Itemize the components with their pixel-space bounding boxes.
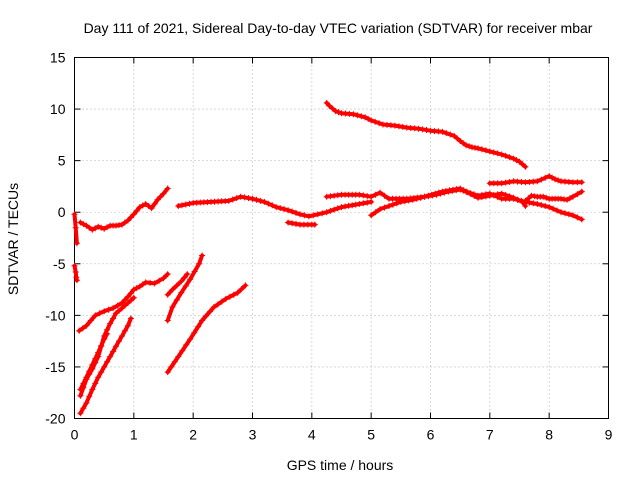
series-markers — [164, 252, 206, 324]
series-markers — [368, 186, 470, 219]
chart-title: Day 111 of 2021, Sidereal Day-to-day VTE… — [84, 20, 593, 36]
y-tick-label: 0 — [58, 204, 66, 220]
series-arc-10 — [164, 282, 249, 376]
series-arc-14 — [323, 99, 529, 170]
series-arc-17 — [486, 173, 585, 187]
data-series — [71, 99, 585, 417]
y-tick-label: 5 — [58, 153, 66, 169]
series-arc-07 — [77, 294, 137, 399]
series-arc-01 — [71, 211, 80, 247]
y-tick-label: -20 — [45, 411, 65, 427]
series-arc-09 — [164, 271, 191, 298]
x-tick-label: 2 — [189, 427, 197, 443]
series-markers — [486, 173, 585, 187]
series-arc-03 — [77, 185, 171, 233]
series-arc-15 — [368, 186, 470, 219]
series-trace — [165, 283, 248, 375]
x-tick-label: 0 — [71, 427, 79, 443]
series-arc-11 — [175, 193, 375, 220]
y-axis-label: SDTVAR / TECUs — [5, 183, 21, 295]
series-markers — [323, 99, 529, 170]
x-tick-label: 3 — [249, 427, 257, 443]
axis-ticks: 0 1 2 3 4 5 6 7 8 9 -20 -15 -10 -5 0 5 10 15 — [45, 50, 612, 443]
y-tick-label: -10 — [45, 307, 65, 323]
series-arc-04 — [76, 271, 171, 334]
series-arc-06 — [77, 315, 134, 417]
x-tick-label: 7 — [486, 427, 494, 443]
x-tick-label: 5 — [367, 427, 375, 443]
series-markers — [285, 219, 318, 228]
series-markers — [164, 282, 249, 376]
series-markers — [463, 188, 585, 223]
series-markers — [77, 315, 134, 417]
x-tick-label: 8 — [545, 427, 553, 443]
x-tick-label: 4 — [308, 427, 316, 443]
y-tick-label: -15 — [45, 359, 65, 375]
series-markers — [164, 271, 191, 298]
series-markers — [522, 188, 585, 204]
series-markers — [71, 262, 80, 284]
x-axis-label: GPS time / hours — [287, 457, 394, 473]
y-tick-label: -5 — [53, 256, 66, 272]
series-markers — [71, 211, 80, 247]
series-arc-12 — [285, 219, 318, 228]
series-arc-08 — [164, 252, 206, 324]
series-markers — [175, 193, 375, 220]
series-markers — [77, 185, 171, 233]
series-markers — [77, 294, 137, 399]
series-markers — [76, 271, 171, 334]
series-arc-02 — [71, 262, 80, 284]
y-tick-label: 10 — [50, 101, 66, 117]
x-tick-label: 6 — [427, 427, 435, 443]
x-tick-label: 9 — [605, 427, 613, 443]
y-tick-label: 15 — [50, 50, 66, 66]
x-tick-label: 1 — [130, 427, 138, 443]
series-arc-18 — [522, 188, 585, 204]
